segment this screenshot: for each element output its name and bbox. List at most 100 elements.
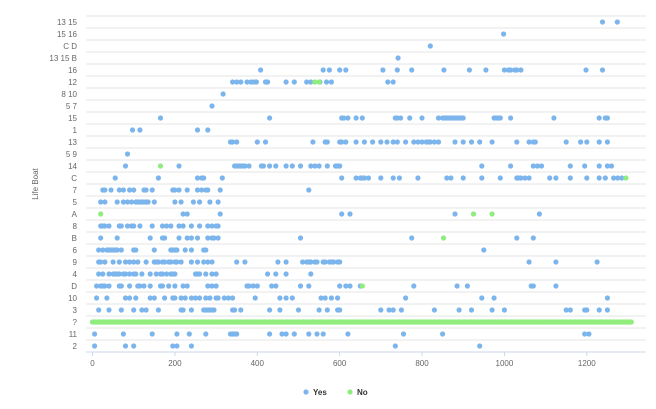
point-yes[interactable]	[583, 67, 589, 73]
point-yes[interactable]	[614, 19, 620, 25]
point-yes[interactable]	[122, 343, 129, 349]
point-yes[interactable]	[118, 307, 124, 313]
point-yes[interactable]	[326, 67, 332, 73]
point-yes[interactable]	[518, 67, 524, 73]
point-yes[interactable]	[124, 199, 131, 205]
point-yes[interactable]	[390, 79, 396, 85]
point-yes[interactable]	[213, 271, 219, 277]
point-yes[interactable]	[178, 295, 184, 301]
point-yes[interactable]	[584, 139, 590, 145]
point-yes[interactable]	[120, 199, 126, 205]
point-yes[interactable]	[147, 235, 153, 241]
point-yes[interactable]	[116, 187, 122, 193]
point-yes[interactable]	[120, 187, 126, 193]
point-yes[interactable]	[162, 295, 168, 301]
point-yes[interactable]	[217, 187, 223, 193]
point-yes[interactable]	[176, 223, 182, 229]
point-yes[interactable]	[277, 307, 283, 313]
point-yes[interactable]	[289, 295, 295, 301]
point-yes[interactable]	[94, 295, 100, 301]
point-yes[interactable]	[184, 235, 190, 241]
point-yes[interactable]	[611, 175, 617, 181]
point-yes[interactable]	[238, 307, 244, 313]
point-yes[interactable]	[454, 283, 460, 289]
point-yes[interactable]	[435, 139, 442, 145]
point-yes[interactable]	[398, 307, 404, 313]
point-yes[interactable]	[324, 307, 330, 313]
point-yes[interactable]	[192, 295, 199, 301]
point-yes[interactable]	[168, 259, 174, 265]
point-yes[interactable]	[155, 259, 161, 265]
point-yes[interactable]	[176, 187, 182, 193]
point-yes[interactable]	[283, 271, 289, 277]
point-yes[interactable]	[194, 127, 201, 133]
point-yes[interactable]	[209, 259, 215, 265]
point-yes[interactable]	[526, 139, 532, 145]
point-yes[interactable]	[182, 295, 188, 301]
point-yes[interactable]	[441, 67, 447, 73]
point-yes[interactable]	[318, 295, 324, 301]
point-yes[interactable]	[147, 271, 153, 277]
point-yes[interactable]	[341, 115, 347, 121]
point-yes[interactable]	[122, 295, 129, 301]
point-yes[interactable]	[151, 199, 157, 205]
point-yes[interactable]	[131, 223, 137, 229]
point-yes[interactable]	[166, 283, 172, 289]
point-no[interactable]	[312, 79, 318, 85]
point-yes[interactable]	[170, 343, 176, 349]
point-yes[interactable]	[584, 175, 590, 181]
point-yes[interactable]	[390, 139, 396, 145]
point-yes[interactable]	[378, 307, 384, 313]
point-yes[interactable]	[427, 139, 433, 145]
point-yes[interactable]	[201, 259, 207, 265]
point-yes[interactable]	[267, 163, 273, 169]
point-yes[interactable]	[328, 79, 334, 85]
point-yes[interactable]	[180, 307, 186, 313]
point-yes[interactable]	[518, 175, 524, 181]
point-yes[interactable]	[567, 175, 573, 181]
point-yes[interactable]	[147, 283, 153, 289]
point-yes[interactable]	[385, 79, 391, 85]
point-yes[interactable]	[238, 79, 244, 85]
point-yes[interactable]	[615, 175, 621, 181]
point-yes[interactable]	[411, 139, 417, 145]
point-yes[interactable]	[551, 115, 557, 121]
point-yes[interactable]	[361, 175, 367, 181]
point-yes[interactable]	[127, 271, 133, 277]
point-yes[interactable]	[162, 259, 168, 265]
point-yes[interactable]	[339, 175, 345, 181]
point-yes[interactable]	[194, 175, 201, 181]
point-yes[interactable]	[225, 295, 231, 301]
point-yes[interactable]	[209, 283, 215, 289]
point-yes[interactable]	[122, 163, 129, 169]
point-yes[interactable]	[149, 331, 155, 337]
point-yes[interactable]	[489, 307, 495, 313]
point-yes[interactable]	[273, 271, 279, 277]
point-yes[interactable]	[188, 343, 194, 349]
point-yes[interactable]	[230, 79, 236, 85]
point-yes[interactable]	[164, 271, 170, 277]
point-yes[interactable]	[337, 307, 343, 313]
point-yes[interactable]	[118, 247, 124, 253]
point-yes[interactable]	[409, 67, 415, 73]
point-yes[interactable]	[308, 271, 314, 277]
point-yes[interactable]	[604, 139, 611, 145]
point-yes[interactable]	[468, 307, 475, 313]
point-yes[interactable]	[567, 163, 573, 169]
point-yes[interactable]	[359, 115, 365, 121]
point-yes[interactable]	[297, 283, 304, 289]
point-yes[interactable]	[390, 175, 396, 181]
point-yes[interactable]	[337, 283, 343, 289]
point-yes[interactable]	[234, 139, 240, 145]
point-yes[interactable]	[269, 283, 275, 289]
point-yes[interactable]	[567, 307, 573, 313]
point-yes[interactable]	[94, 283, 100, 289]
point-yes[interactable]	[184, 187, 190, 193]
point-yes[interactable]	[390, 307, 396, 313]
point-yes[interactable]	[481, 247, 487, 253]
point-yes[interactable]	[497, 175, 503, 181]
point-yes[interactable]	[403, 295, 409, 301]
point-yes[interactable]	[100, 271, 106, 277]
point-yes[interactable]	[102, 259, 108, 265]
point-yes[interactable]	[353, 115, 359, 121]
